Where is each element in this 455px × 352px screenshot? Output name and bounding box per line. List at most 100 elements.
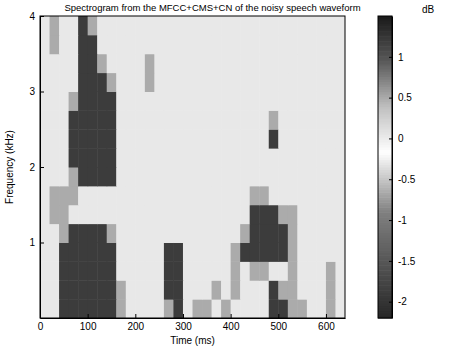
cell xyxy=(288,35,298,54)
cell xyxy=(193,16,203,35)
cell xyxy=(297,148,307,167)
cell xyxy=(107,54,117,73)
x-axis: 0100200300400500600 xyxy=(38,314,346,332)
cell xyxy=(145,186,155,205)
cell xyxy=(278,129,288,148)
cell xyxy=(259,224,269,243)
cell xyxy=(116,243,126,262)
cell xyxy=(193,148,203,167)
cell xyxy=(154,186,164,205)
cell xyxy=(335,299,345,318)
cell xyxy=(116,299,126,318)
cell xyxy=(326,299,336,318)
cell xyxy=(78,167,88,186)
cell xyxy=(78,224,88,243)
cell xyxy=(126,16,136,35)
cell xyxy=(126,54,136,73)
cell xyxy=(316,92,326,111)
cell xyxy=(307,186,317,205)
cell xyxy=(78,299,88,318)
cell xyxy=(116,167,126,186)
cell xyxy=(126,224,136,243)
cell xyxy=(183,205,193,224)
cell xyxy=(288,110,298,129)
cell xyxy=(288,92,298,111)
cell xyxy=(288,16,298,35)
cell xyxy=(278,224,288,243)
cell xyxy=(164,280,174,299)
cell xyxy=(221,224,231,243)
cell xyxy=(250,16,260,35)
cell xyxy=(193,280,203,299)
colorbar-title: dB xyxy=(422,4,435,15)
cell xyxy=(50,35,60,54)
cell xyxy=(240,110,250,129)
cell xyxy=(335,186,345,205)
cell xyxy=(278,167,288,186)
cell xyxy=(78,280,88,299)
tick-mark xyxy=(389,57,392,58)
cell xyxy=(335,35,345,54)
cell xyxy=(221,110,231,129)
cell xyxy=(202,261,212,280)
tick: -2 xyxy=(389,296,407,307)
cell xyxy=(202,299,212,318)
cell xyxy=(240,261,250,280)
cell xyxy=(259,129,269,148)
cell xyxy=(173,261,183,280)
y-axis-title: Frequency (kHz) xyxy=(4,130,15,204)
cell xyxy=(59,16,69,35)
cell xyxy=(307,148,317,167)
cell xyxy=(135,261,145,280)
cell xyxy=(193,92,203,111)
cell xyxy=(231,280,241,299)
cell xyxy=(278,261,288,280)
cell xyxy=(173,299,183,318)
cell xyxy=(193,261,203,280)
cell xyxy=(135,243,145,262)
cell xyxy=(326,280,336,299)
cell xyxy=(259,167,269,186)
cell xyxy=(193,186,203,205)
cell xyxy=(212,261,222,280)
cell xyxy=(107,148,117,167)
cell xyxy=(259,54,269,73)
cell xyxy=(145,261,155,280)
cell xyxy=(59,261,69,280)
cell xyxy=(326,16,336,35)
cell xyxy=(126,167,136,186)
cell xyxy=(69,243,79,262)
cell xyxy=(154,148,164,167)
cell xyxy=(145,35,155,54)
cell xyxy=(288,280,298,299)
cell xyxy=(69,129,79,148)
cell xyxy=(173,224,183,243)
cell xyxy=(259,148,269,167)
cell xyxy=(69,167,79,186)
cell xyxy=(259,73,269,92)
cell xyxy=(231,243,241,262)
cell xyxy=(269,299,279,318)
cell xyxy=(250,73,260,92)
cell xyxy=(193,167,203,186)
cell xyxy=(288,299,298,318)
cell xyxy=(69,92,79,111)
cell xyxy=(126,110,136,129)
cell xyxy=(135,35,145,54)
cell xyxy=(307,280,317,299)
cell xyxy=(278,243,288,262)
cell xyxy=(250,148,260,167)
cell xyxy=(316,148,326,167)
tick: 0 xyxy=(389,133,404,144)
cell xyxy=(135,110,145,129)
cell xyxy=(297,280,307,299)
cell xyxy=(288,54,298,73)
cell xyxy=(69,280,79,299)
chart: 01002003004005006001234Spectrogram from … xyxy=(0,0,455,352)
cell xyxy=(69,224,79,243)
cell xyxy=(164,129,174,148)
cell xyxy=(297,92,307,111)
cell xyxy=(88,129,98,148)
tick: 300 xyxy=(175,314,192,332)
cell xyxy=(288,186,298,205)
